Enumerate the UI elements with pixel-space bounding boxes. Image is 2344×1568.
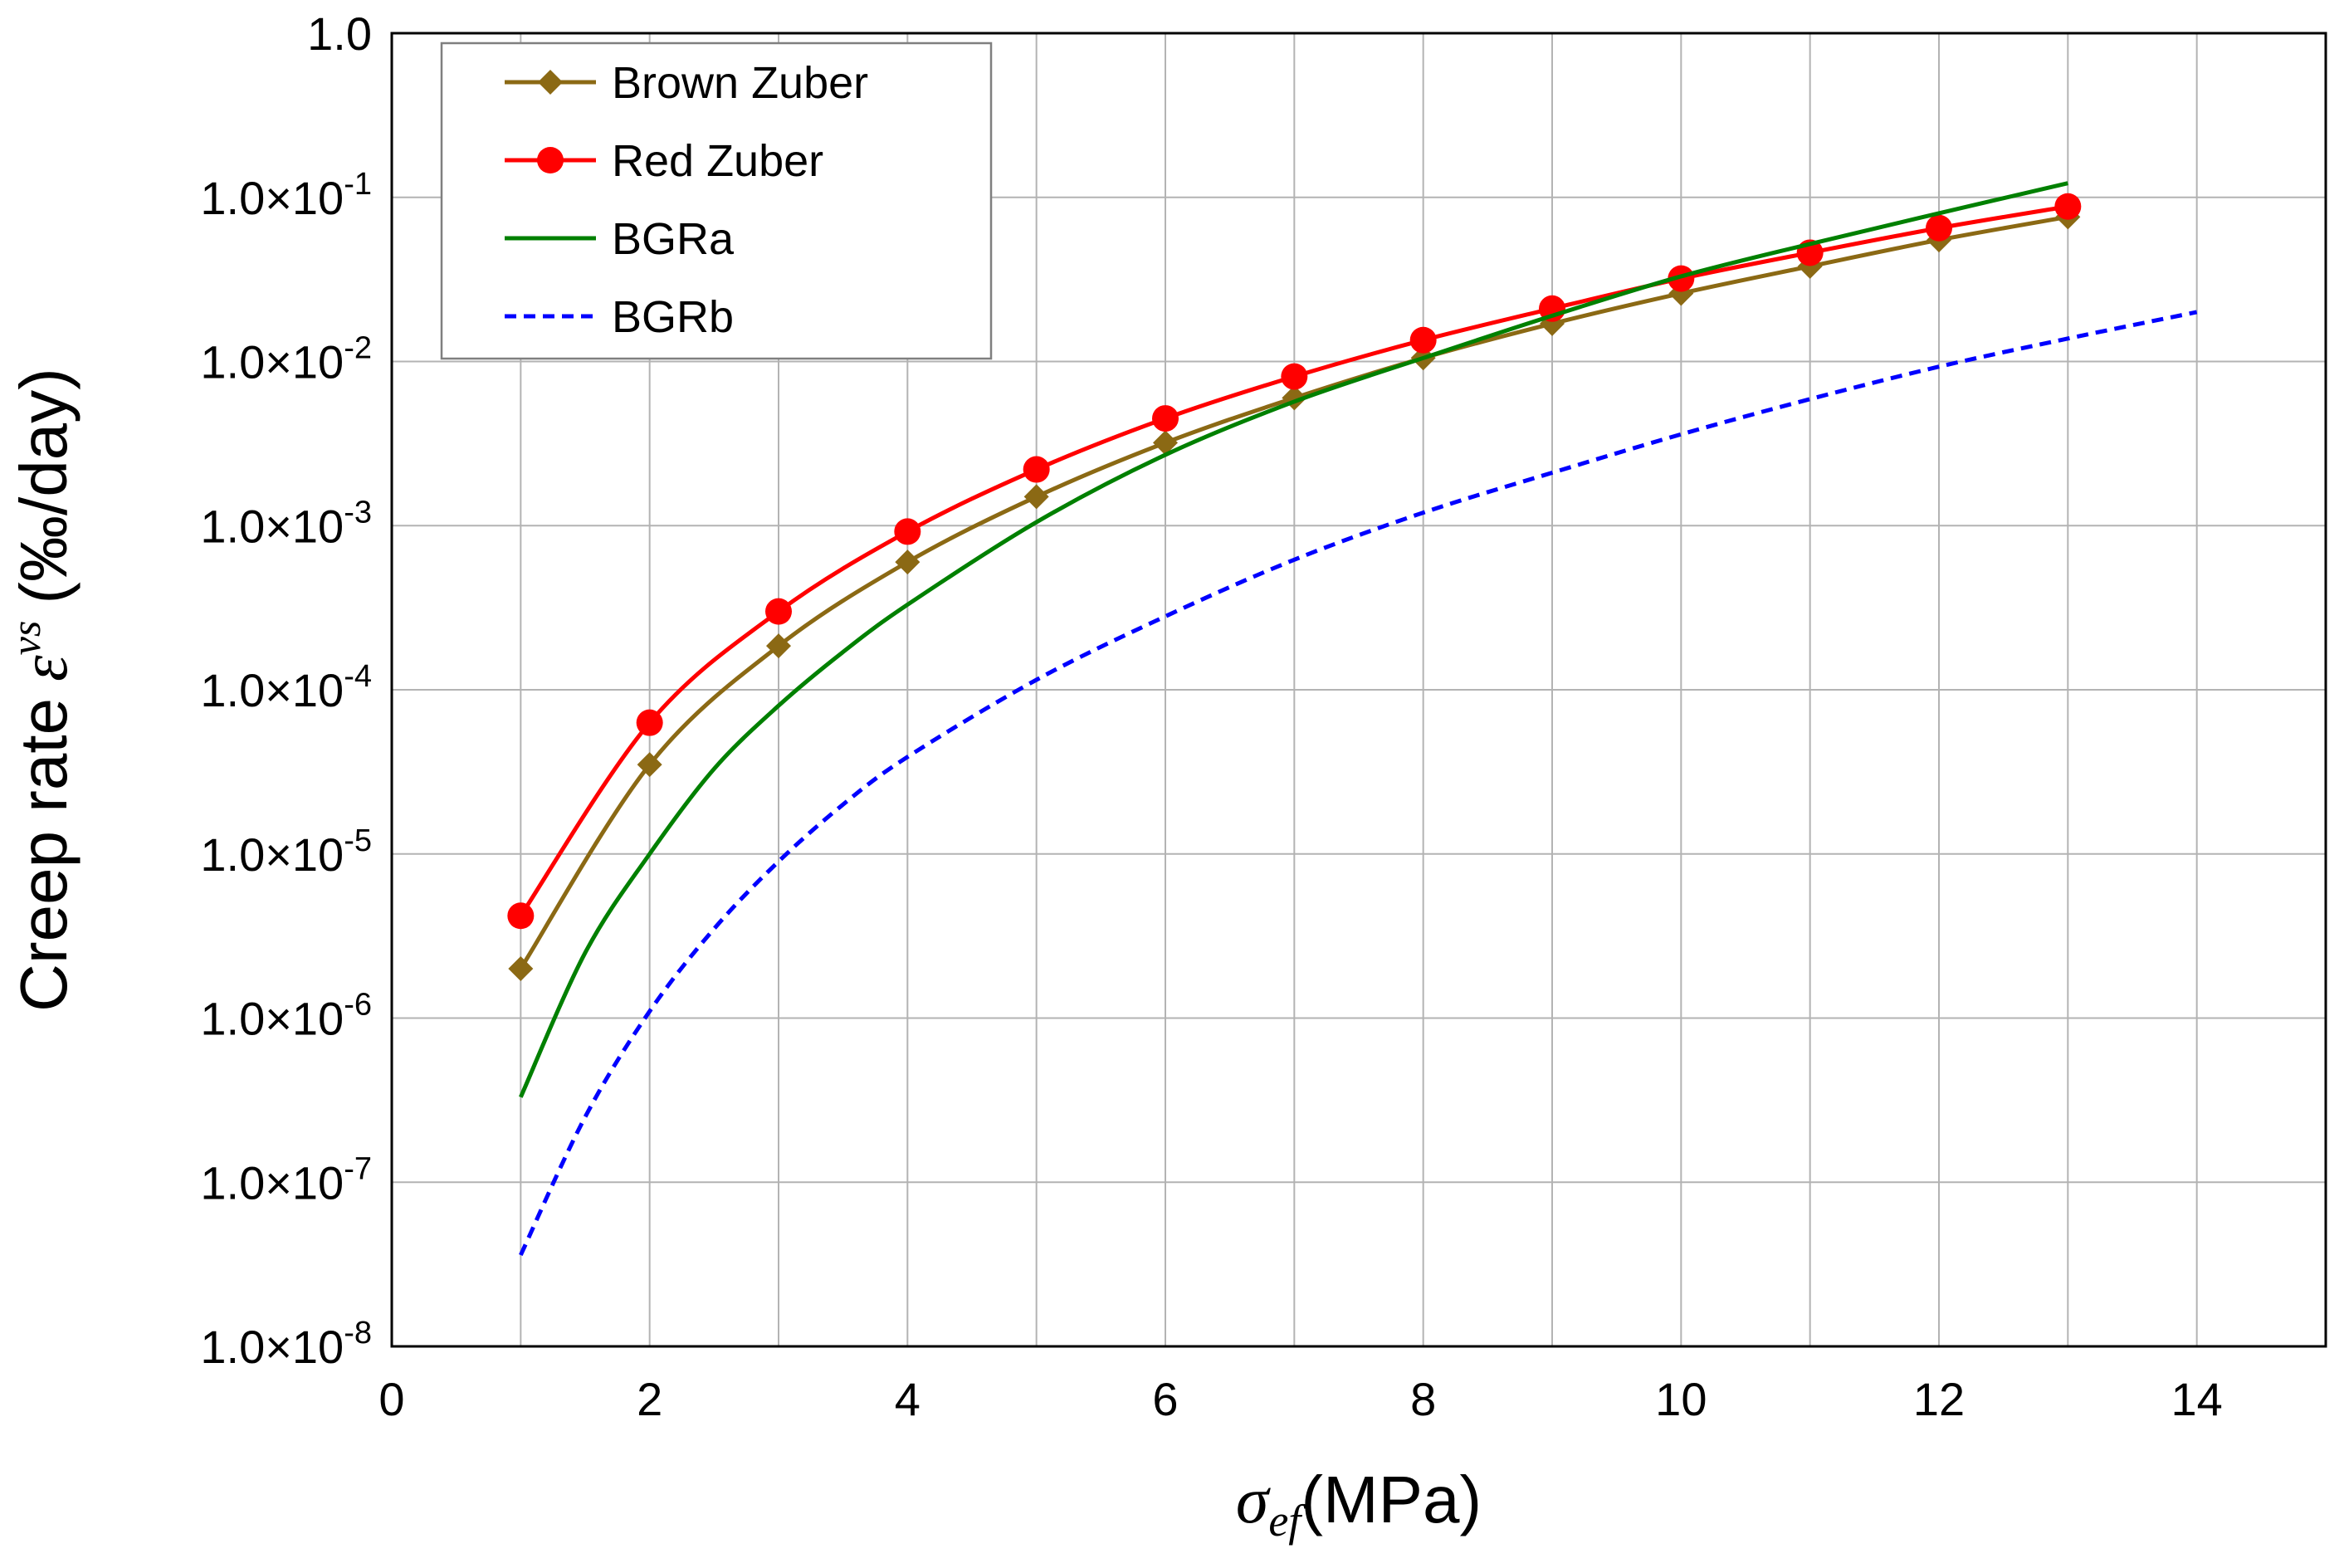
y-axis-title: Creep rate εvs (‰/day) [2, 368, 81, 1012]
y-tick-mantissa: 1.0×10 [200, 828, 344, 881]
y-tick-exponent: -3 [344, 495, 372, 530]
y-tick-mantissa: 1.0×10 [200, 336, 344, 388]
x-tick-label: 6 [1152, 1373, 1178, 1425]
legend: Brown Zuber Red Zuber BGRa BGRb [440, 42, 993, 360]
legend-item-red-zuber: Red Zuber [505, 136, 823, 186]
y-tick-label: 1.0×10-7 [200, 1151, 372, 1209]
series-line-bgrb [519, 310, 2198, 1257]
data-point-brown-zuber [766, 633, 791, 659]
y-tick-label: 1.0×10-1 [200, 167, 372, 224]
x-tick-label: 14 [2171, 1373, 2223, 1425]
x-tick-label: 10 [1655, 1373, 1707, 1425]
data-point-red-zuber [636, 709, 663, 736]
data-point-brown-zuber [1023, 484, 1049, 510]
data-point-red-zuber [1281, 363, 1308, 390]
y-tick-label: 1.0 [307, 7, 372, 60]
y-tick-label: 1.0×10-2 [200, 331, 372, 388]
y-tick-mantissa: 1.0 [307, 7, 372, 60]
series-bgrb [519, 310, 2198, 1257]
x-tick-label: 12 [1913, 1373, 1965, 1425]
data-point-brown-zuber [895, 550, 921, 575]
y-tick-label: 1.0×10-3 [200, 495, 372, 552]
x-axis-subscript: ef [1268, 1496, 1306, 1546]
x-tick-labels: 0 2 4 6 8 10 12 14 [378, 1373, 2222, 1425]
legend-label-brown-zuber: Brown Zuber [612, 58, 868, 108]
y-tick-mantissa: 1.0×10 [200, 993, 344, 1045]
y-axis-prefix: Creep rate [7, 698, 81, 1012]
legend-label-bgra: BGRa [612, 214, 735, 264]
y-tick-label: 1.0×10-4 [200, 659, 372, 716]
legend-item-bgrb: BGRb [505, 292, 734, 342]
legend-marker-red-zuber [537, 147, 564, 173]
data-point-brown-zuber [508, 955, 534, 981]
y-tick-mantissa: 1.0×10 [200, 172, 344, 224]
y-tick-exponent: -5 [344, 823, 372, 858]
y-tick-exponent: -8 [344, 1316, 372, 1351]
x-tick-label: 4 [895, 1373, 921, 1425]
y-tick-mantissa: 1.0×10 [200, 1156, 344, 1209]
y-tick-label: 1.0×10-8 [200, 1316, 372, 1373]
y-axis-unit: (‰/day) [7, 368, 81, 604]
legend-item-bgra: BGRa [505, 214, 735, 264]
y-axis-superscript: vs [2, 621, 49, 656]
y-tick-exponent: -1 [344, 167, 372, 202]
legend-marker-brown-zuber [538, 70, 563, 95]
x-axis-unit: (MPa) [1301, 1463, 1482, 1536]
legend-item-brown-zuber: Brown Zuber [505, 58, 868, 108]
data-point-red-zuber [1023, 456, 1050, 483]
legend-label-red-zuber: Red Zuber [612, 136, 823, 186]
plot-frame [390, 32, 2327, 1348]
x-tick-label: 2 [637, 1373, 662, 1425]
y-tick-mantissa: 1.0×10 [200, 1321, 344, 1373]
data-point-red-zuber [1409, 326, 1437, 354]
data-point-red-zuber [1152, 405, 1179, 432]
y-tick-labels: 1.01.0×10-11.0×10-21.0×10-31.0×10-41.0×1… [200, 7, 372, 1373]
legend-box [440, 42, 993, 360]
y-tick-exponent: -6 [344, 988, 372, 1023]
y-tick-mantissa: 1.0×10 [200, 500, 344, 552]
data-point-brown-zuber [1153, 430, 1178, 456]
series-layer [507, 181, 2198, 1257]
y-tick-label: 1.0×10-6 [200, 988, 372, 1045]
data-point-brown-zuber [637, 752, 662, 778]
series-bgra [519, 181, 2068, 1098]
y-axis-symbol: ε [8, 655, 81, 681]
y-tick-mantissa: 1.0×10 [200, 664, 344, 716]
data-point-red-zuber [1668, 265, 1695, 292]
x-axis-symbol: σ [1236, 1464, 1271, 1537]
data-point-red-zuber [765, 598, 792, 625]
x-tick-label: 8 [1410, 1373, 1436, 1425]
x-tick-label: 0 [378, 1373, 404, 1425]
data-point-red-zuber [1926, 214, 1952, 242]
x-axis-title: σef(MPa) [1236, 1463, 1482, 1546]
y-tick-exponent: -2 [344, 331, 372, 366]
series-line-bgra [519, 181, 2068, 1098]
y-tick-exponent: -7 [344, 1151, 372, 1186]
y-tick-exponent: -4 [344, 659, 372, 694]
data-point-red-zuber [894, 518, 921, 545]
data-point-red-zuber [2054, 193, 2082, 220]
data-point-red-zuber [507, 902, 535, 930]
legend-label-bgrb: BGRb [612, 292, 734, 342]
y-tick-label: 1.0×10-5 [200, 823, 372, 881]
